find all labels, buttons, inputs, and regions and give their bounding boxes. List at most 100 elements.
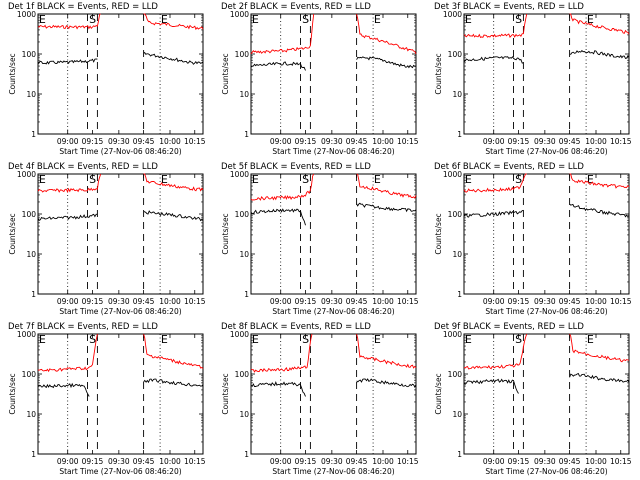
lld-trace-segment-2 <box>143 13 204 31</box>
x-tick-label: 09:45 <box>133 137 155 146</box>
detector-panel-2: Det 2f BLACK = Events, RED = LLD 1 10 100 10… <box>219 0 427 160</box>
y-tick-label: 100 <box>235 370 250 379</box>
events-trace-segment-1 <box>463 378 519 394</box>
interval-marker: E <box>39 333 46 346</box>
x-axis-label: Start Time (27-Nov-06 08:46:20) <box>485 307 607 316</box>
x-tick-label: 09:15 <box>508 137 530 146</box>
y-tick-label: 1000 <box>230 330 249 339</box>
x-tick-label: 09:30 <box>108 137 130 146</box>
lld-trace-segment-2 <box>143 173 204 192</box>
panel-title: Det 6f BLACK = Events, RED = LLD <box>434 162 584 172</box>
x-tick-label: 09:00 <box>270 137 292 146</box>
x-tick-label: 10:15 <box>184 137 206 146</box>
interval-marker: E <box>161 333 168 346</box>
events-trace-segment-2 <box>143 210 204 222</box>
y-tick-label: 1000 <box>443 10 462 19</box>
y-tick-label: 100 <box>22 50 37 59</box>
panel-title: Det 7f BLACK = Events, RED = LLD <box>8 322 158 332</box>
lld-trace-segment-2 <box>569 13 630 35</box>
detector-panel-4: Det 4f BLACK = Events, RED = LLD 1 10 100 10… <box>6 160 214 320</box>
x-tick-label: 09:45 <box>346 137 368 146</box>
x-tick-label: 10:15 <box>397 297 419 306</box>
plot-frame <box>463 13 630 135</box>
x-tick-label: 09:15 <box>82 137 104 146</box>
events-trace-segment-2 <box>356 202 417 213</box>
x-tick-label: 10:00 <box>372 137 394 146</box>
y-axis-label: Counts/sec <box>8 213 17 254</box>
y-tick-label: 1 <box>31 130 36 139</box>
lld-trace-segment-1 <box>250 173 315 201</box>
panel-title: Det 3f BLACK = Events, RED = LLD <box>434 2 584 12</box>
y-tick-label: 10 <box>239 90 249 99</box>
x-axis-label: Start Time (27-Nov-06 08:46:20) <box>272 147 394 156</box>
x-tick-label: 09:15 <box>82 457 104 466</box>
y-tick-label: 100 <box>235 50 250 59</box>
interval-marker: E <box>252 173 259 186</box>
x-tick-label: 09:30 <box>108 457 130 466</box>
interval-marker: E <box>587 173 594 186</box>
plot-frame <box>463 173 630 295</box>
y-tick-label: 1000 <box>17 10 36 19</box>
x-tick-label: 09:00 <box>57 137 79 146</box>
lld-trace-segment-1 <box>463 333 528 370</box>
y-tick-label: 1000 <box>230 170 249 179</box>
x-tick-label: 09:30 <box>534 297 556 306</box>
interval-marker: S <box>89 13 96 26</box>
x-tick-label: 09:15 <box>508 457 530 466</box>
interval-marker: E <box>39 13 46 26</box>
interval-marker: E <box>252 333 259 346</box>
y-tick-label: 10 <box>26 250 36 259</box>
x-tick-label: 09:45 <box>559 137 581 146</box>
interval-marker: E <box>374 13 381 26</box>
x-tick-label: 09:15 <box>295 457 317 466</box>
detector-panel-6: Det 6f BLACK = Events, RED = LLD 1 10 100 10… <box>432 160 640 320</box>
plot-frame <box>37 333 204 455</box>
y-axis-label: Counts/sec <box>434 53 443 94</box>
events-trace-segment-2 <box>356 378 417 388</box>
x-tick-label: 10:15 <box>397 457 419 466</box>
detector-panel-7: Det 7f BLACK = Events, RED = LLD 1 10 100 10… <box>6 320 214 480</box>
interval-marker: S <box>89 173 96 186</box>
interval-marker: S <box>89 333 96 346</box>
x-tick-label: 10:00 <box>585 457 607 466</box>
y-tick-label: 10 <box>452 250 462 259</box>
events-trace-segment-1 <box>37 382 90 397</box>
panel-title: Det 5f BLACK = Events, RED = LLD <box>221 162 371 172</box>
y-tick-label: 1 <box>244 290 249 299</box>
x-axis-label: Start Time (27-Nov-06 08:46:20) <box>59 467 181 476</box>
x-tick-label: 09:15 <box>295 297 317 306</box>
x-tick-label: 09:15 <box>508 297 530 306</box>
panel-plot-2: Det 2f BLACK = Events, RED = LLD 1 10 100 10… <box>221 2 419 156</box>
lld-trace-segment-1 <box>463 173 527 193</box>
y-tick-label: 1000 <box>443 170 462 179</box>
events-trace-segment-2 <box>569 203 630 218</box>
x-tick-label: 09:45 <box>559 457 581 466</box>
plot-frame <box>463 333 630 455</box>
interval-marker: E <box>39 173 46 186</box>
x-tick-label: 09:00 <box>270 457 292 466</box>
y-axis-label: Counts/sec <box>221 213 230 254</box>
x-tick-label: 09:30 <box>321 137 343 146</box>
panel-plot-1: Det 1f BLACK = Events, RED = LLD 1 10 100 10… <box>8 2 206 156</box>
detector-panel-5: Det 5f BLACK = Events, RED = LLD 1 10 100 10… <box>219 160 427 320</box>
x-tick-label: 09:00 <box>483 137 505 146</box>
interval-marker: E <box>374 173 381 186</box>
events-trace-segment-1 <box>37 213 98 222</box>
y-axis-label: Counts/sec <box>8 53 17 94</box>
x-tick-label: 10:15 <box>397 137 419 146</box>
y-tick-label: 1000 <box>443 330 462 339</box>
x-tick-label: 10:00 <box>372 297 394 306</box>
interval-marker: S <box>515 333 522 346</box>
panel-plot-5: Det 5f BLACK = Events, RED = LLD 1 10 100 10… <box>221 162 419 316</box>
x-tick-label: 09:45 <box>346 457 368 466</box>
interval-marker: E <box>374 333 381 346</box>
lld-trace-segment-1 <box>37 333 98 373</box>
lld-trace-segment-2 <box>356 13 417 55</box>
x-axis-label: Start Time (27-Nov-06 08:46:20) <box>272 467 394 476</box>
x-tick-label: 09:30 <box>534 137 556 146</box>
y-axis-label: Counts/sec <box>434 213 443 254</box>
x-tick-label: 09:30 <box>108 297 130 306</box>
y-tick-label: 1 <box>31 450 36 459</box>
detector-panel-1: Det 1f BLACK = Events, RED = LLD 1 10 100 10… <box>6 0 214 160</box>
x-tick-label: 09:00 <box>483 457 505 466</box>
